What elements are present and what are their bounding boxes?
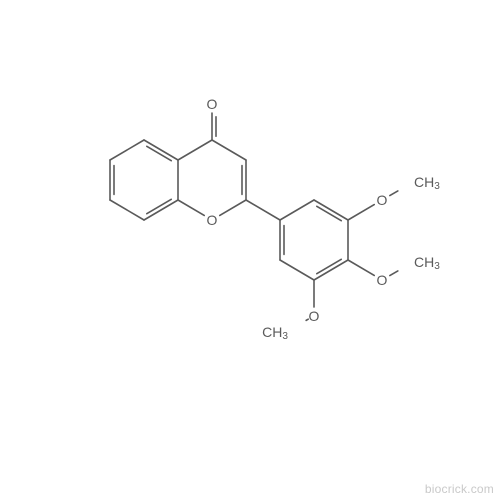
diagram-stage: O O O O O CH3 CH3 CH3 biocrick.com xyxy=(0,0,500,500)
bond-line xyxy=(314,200,348,220)
methyl-label: CH3 xyxy=(262,324,288,341)
methyl-label: CH3 xyxy=(414,254,440,271)
bond-line xyxy=(110,140,144,160)
atom-label-o: O xyxy=(207,96,218,112)
bond-line xyxy=(220,200,246,215)
molecule-svg: O O O O O CH3 CH3 CH3 xyxy=(0,0,500,500)
watermark-text: biocrick.com xyxy=(425,482,494,496)
methyl-label: CH3 xyxy=(414,174,440,191)
bond-line xyxy=(144,200,178,220)
bond-line xyxy=(348,205,374,220)
bond-line xyxy=(390,191,398,196)
bond-line xyxy=(390,271,398,276)
atom-label-o: O xyxy=(377,272,388,288)
bond-line xyxy=(144,140,178,160)
bond-line xyxy=(178,200,204,215)
atom-label-o: O xyxy=(377,192,388,208)
bond-line xyxy=(280,200,314,220)
bond-line xyxy=(314,260,348,280)
atom-label-o: O xyxy=(309,308,320,324)
bond-line xyxy=(348,260,374,275)
bond-line xyxy=(110,200,144,220)
atom-label-o: O xyxy=(207,212,218,228)
bond-line xyxy=(246,200,280,220)
bond-line xyxy=(212,140,246,160)
bond-line xyxy=(280,260,314,280)
bond-line xyxy=(178,140,212,160)
